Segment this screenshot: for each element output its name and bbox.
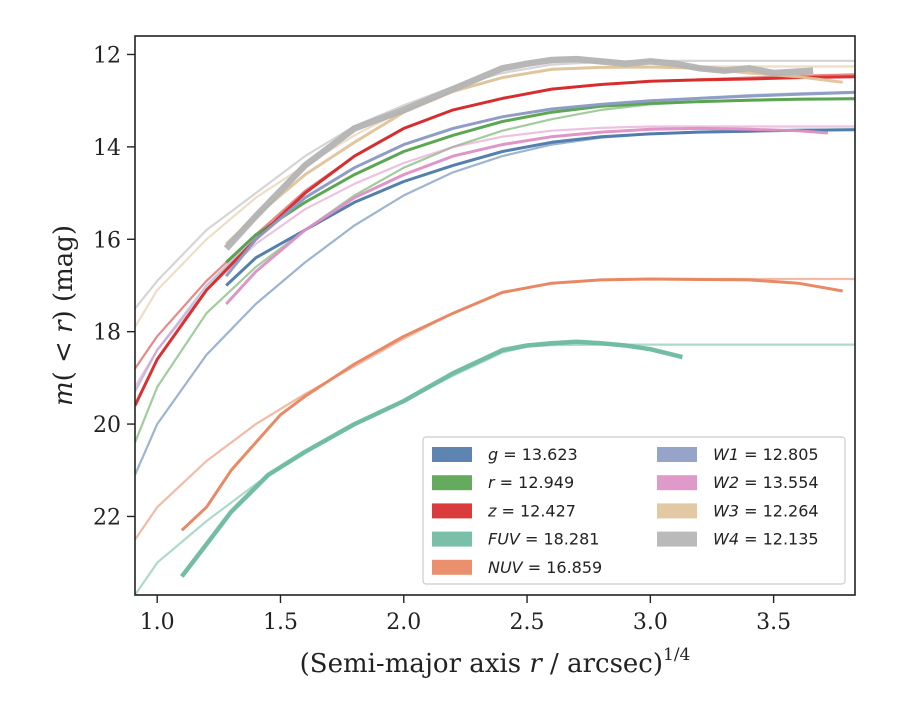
legend-label: FUV = 18.281 [488, 530, 599, 549]
legend-item-g: g = 13.623 [432, 445, 578, 464]
y-axis-ticks: 12 14 16 18 20 22 [93, 43, 135, 530]
data-curve-r [225, 97, 855, 264]
legend-label: r = 12.949 [488, 473, 574, 492]
legend-swatch [432, 503, 472, 519]
legend-label: W2 = 13.554 [713, 473, 819, 492]
profile-curves [135, 55, 855, 595]
x-tick-label: 3.0 [633, 610, 668, 635]
x-tick-label: 3.5 [756, 610, 791, 635]
legend-box [422, 436, 846, 585]
data-curve-z [135, 75, 855, 407]
legend-item-fuv: FUV = 18.281 [432, 530, 599, 549]
data-curve-fuv [180, 339, 683, 578]
legend-swatch [432, 531, 472, 547]
legend-label: W4 = 12.135 [713, 530, 819, 549]
x-tick-label: 1.0 [140, 610, 175, 635]
x-axis-label: (Semi-major axis r / arcsec)1/4 [300, 645, 691, 679]
model-curve-g [135, 128, 855, 476]
legend-swatch [432, 559, 472, 575]
model-curve-w1 [135, 90, 855, 393]
x-tick-label: 2.0 [386, 610, 421, 635]
y-tick-label: 20 [93, 413, 121, 438]
legend-label: z = 12.427 [487, 501, 576, 520]
legend-label: NUV = 16.859 [488, 558, 602, 577]
legend-item-nuv: NUV = 16.859 [432, 558, 602, 577]
legend: g = 13.623 r = 12.949 z = 12.427 FUV = 18.2… [422, 436, 846, 585]
y-tick-label: 14 [93, 136, 121, 161]
legend-items: g = 13.623 r = 12.949 z = 12.427 FUV = 18.2… [432, 445, 819, 577]
y-axis-label: m( < r) (mag) [49, 225, 79, 406]
x-tick-label: 2.5 [510, 610, 545, 635]
legend-swatch [657, 447, 697, 462]
data-curve-nuv [180, 277, 843, 532]
x-tick-label: 1.5 [263, 610, 298, 635]
model-curve-w2 [135, 125, 855, 388]
x-axis-ticks: 1.0 1.5 2.0 2.5 3.0 3.5 [140, 595, 791, 635]
data-curve-w2 [225, 126, 829, 306]
legend-item-r: r = 12.949 [432, 473, 574, 492]
legend-swatch [657, 531, 697, 547]
plot-frame [134, 35, 856, 596]
y-tick-label: 22 [93, 505, 121, 530]
legend-swatch [432, 447, 472, 462]
legend-item-z: z = 12.427 [432, 501, 576, 520]
y-tick-label: 18 [93, 321, 121, 346]
data-curve-w4 [223, 55, 814, 251]
model-curve-w3 [135, 65, 855, 328]
legend-swatch [432, 475, 472, 491]
legend-item-w4: W4 = 12.135 [657, 530, 819, 549]
legend-swatch [657, 503, 697, 519]
data-curve-w1 [225, 90, 855, 278]
y-tick-label: 16 [93, 228, 121, 253]
legend-label: W1 = 12.805 [713, 445, 819, 464]
legend-label: W3 = 12.264 [713, 501, 819, 520]
legend-item-w2: W2 = 13.554 [657, 473, 819, 492]
y-tick-label: 12 [93, 43, 121, 68]
legend-item-w3: W3 = 12.264 [657, 501, 819, 520]
legend-label: g = 13.623 [488, 445, 578, 464]
legend-item-w1: W1 = 12.805 [657, 445, 819, 464]
legend-swatch [657, 475, 697, 491]
